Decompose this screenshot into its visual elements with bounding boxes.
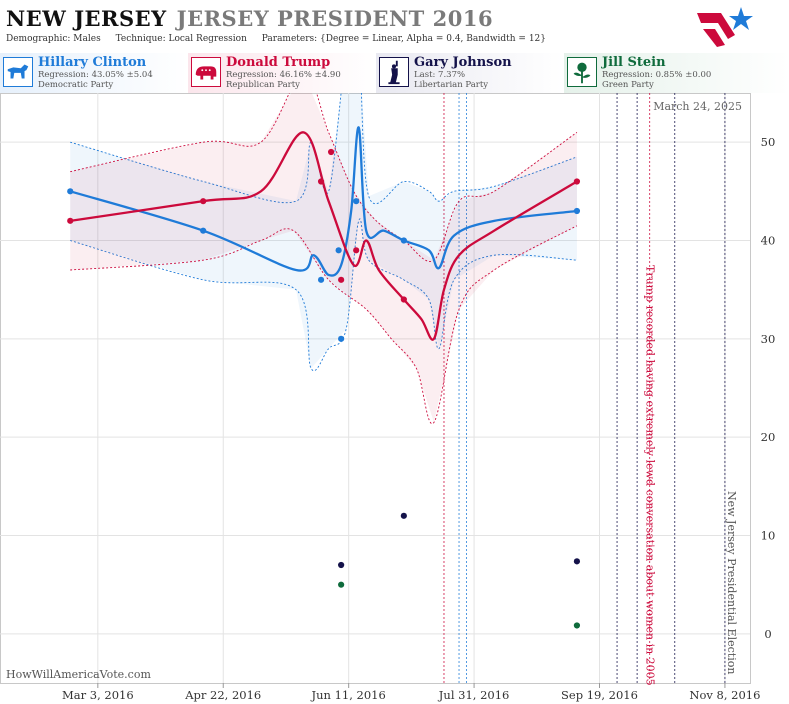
candidate-name: Hillary Clinton	[38, 55, 147, 70]
plot-frame	[0, 93, 751, 684]
clinton-upper-bound-line	[70, 93, 578, 205]
x-tick-label: Mar 3, 2016	[62, 688, 134, 702]
state-title: NEW JERSEY	[6, 6, 167, 31]
page-title: NEW JERSEY JERSEY PRESIDENT 2016	[6, 6, 493, 31]
clinton-poll-point	[317, 276, 325, 283]
trump-poll-point	[200, 198, 207, 205]
clinton-poll-point	[200, 227, 207, 234]
demographic-label: Demographic: Males	[6, 34, 101, 44]
candidate-card-trump[interactable]: Donald Trump Regression: 46.16% ±4.90 Re…	[188, 53, 376, 93]
candidate-card-clinton[interactable]: Hillary Clinton Regression: 43.05% ±5.04…	[0, 53, 188, 93]
johnson-poll-point	[573, 558, 581, 565]
y-tick-label: 50	[761, 135, 776, 149]
candidate-regression: Regression: 46.16% ±4.90	[226, 70, 341, 80]
annotation-label: Trump recorded having extremely lewd con…	[644, 265, 657, 686]
candidate-regression: Regression: 0.85% ±0.00	[602, 70, 712, 80]
candidate-regression: Regression: 43.05% ±5.04	[38, 70, 153, 80]
trump-poll-point	[328, 148, 335, 156]
date-label: March 24, 2025	[653, 100, 742, 113]
trump-confidence-band	[70, 93, 577, 423]
y-tick-label: 10	[761, 529, 776, 543]
y-tick-label: 20	[761, 430, 776, 444]
candidate-party: Democratic Party	[38, 80, 114, 90]
race-title: JERSEY PRESIDENT 2016	[176, 6, 494, 31]
trump-poll-point	[317, 178, 325, 185]
trump-poll-point	[400, 296, 407, 303]
trump-poll-point	[67, 217, 74, 224]
trump-poll-point	[353, 247, 360, 254]
clinton-regression-line	[69, 126, 578, 277]
elephant-icon	[191, 57, 221, 87]
candidate-card-stein[interactable]: Jill Stein Regression: 0.85% ±0.00 Green…	[564, 53, 789, 93]
clinton-confidence-band	[70, 93, 577, 369]
candidate-party: Libertarian Party	[414, 80, 489, 90]
technique-label: Technique: Local Regression	[115, 34, 247, 44]
annotation-label: New Jersey Presidential Election	[725, 491, 738, 674]
footer-credit: HowWillAmericaVote.com	[6, 668, 151, 681]
candidate-name: Gary Johnson	[414, 55, 512, 70]
stein-poll-point	[338, 581, 345, 588]
clinton-poll-point	[335, 247, 342, 254]
x-tick-label: Jul 31, 2016	[438, 688, 510, 702]
donkey-icon	[3, 57, 33, 87]
clinton-lower-bound-line	[70, 218, 577, 372]
candidate-card-johnson[interactable]: Gary Johnson Last: 7.37% Libertarian Par…	[376, 53, 564, 93]
poll-chart: Mar 3, 2016 Apr 22, 2016 Jun 11, 2016 Jul 3…	[0, 93, 776, 702]
clinton-poll-point	[573, 207, 581, 215]
trump-regression-line	[70, 131, 578, 341]
candidate-name: Jill Stein	[602, 55, 666, 70]
stein-poll-point	[573, 622, 581, 629]
site-logo-icon[interactable]	[695, 5, 753, 49]
y-tick-label: 40	[761, 234, 776, 248]
x-tick-label: Apr 22, 2016	[184, 688, 261, 702]
candidate-party: Green Party	[602, 80, 654, 90]
x-tick-label: Jun 11, 2016	[311, 688, 386, 702]
candidate-last: Last: 7.37%	[414, 70, 466, 80]
clinton-poll-point	[400, 237, 407, 244]
johnson-poll-point	[400, 512, 407, 519]
candidate-name: Donald Trump	[226, 55, 331, 70]
y-tick-label: 0	[764, 627, 771, 641]
candidate-legend: Hillary Clinton Regression: 43.05% ±5.04…	[0, 53, 789, 93]
x-tick-label: Nov 8, 2016	[689, 688, 760, 702]
trump-poll-point	[338, 276, 345, 283]
johnson-poll-point	[338, 561, 345, 569]
rose-icon	[567, 57, 597, 87]
y-tick-label: 30	[761, 332, 776, 346]
statue-of-liberty-icon	[379, 57, 409, 87]
trump-poll-point	[573, 178, 581, 185]
parameters-line: Demographic: Males Technique: Local Regr…	[6, 34, 558, 44]
candidate-party: Republican Party	[226, 80, 300, 90]
x-tick-label: Sep 19, 2016	[561, 688, 638, 702]
trump-upper-bound-line	[70, 93, 578, 262]
clinton-poll-point	[67, 188, 74, 195]
parameters-label: Parameters: {Degree = Linear, Alpha = 0.…	[261, 34, 547, 44]
clinton-poll-point	[338, 335, 345, 342]
clinton-poll-point	[353, 198, 360, 205]
